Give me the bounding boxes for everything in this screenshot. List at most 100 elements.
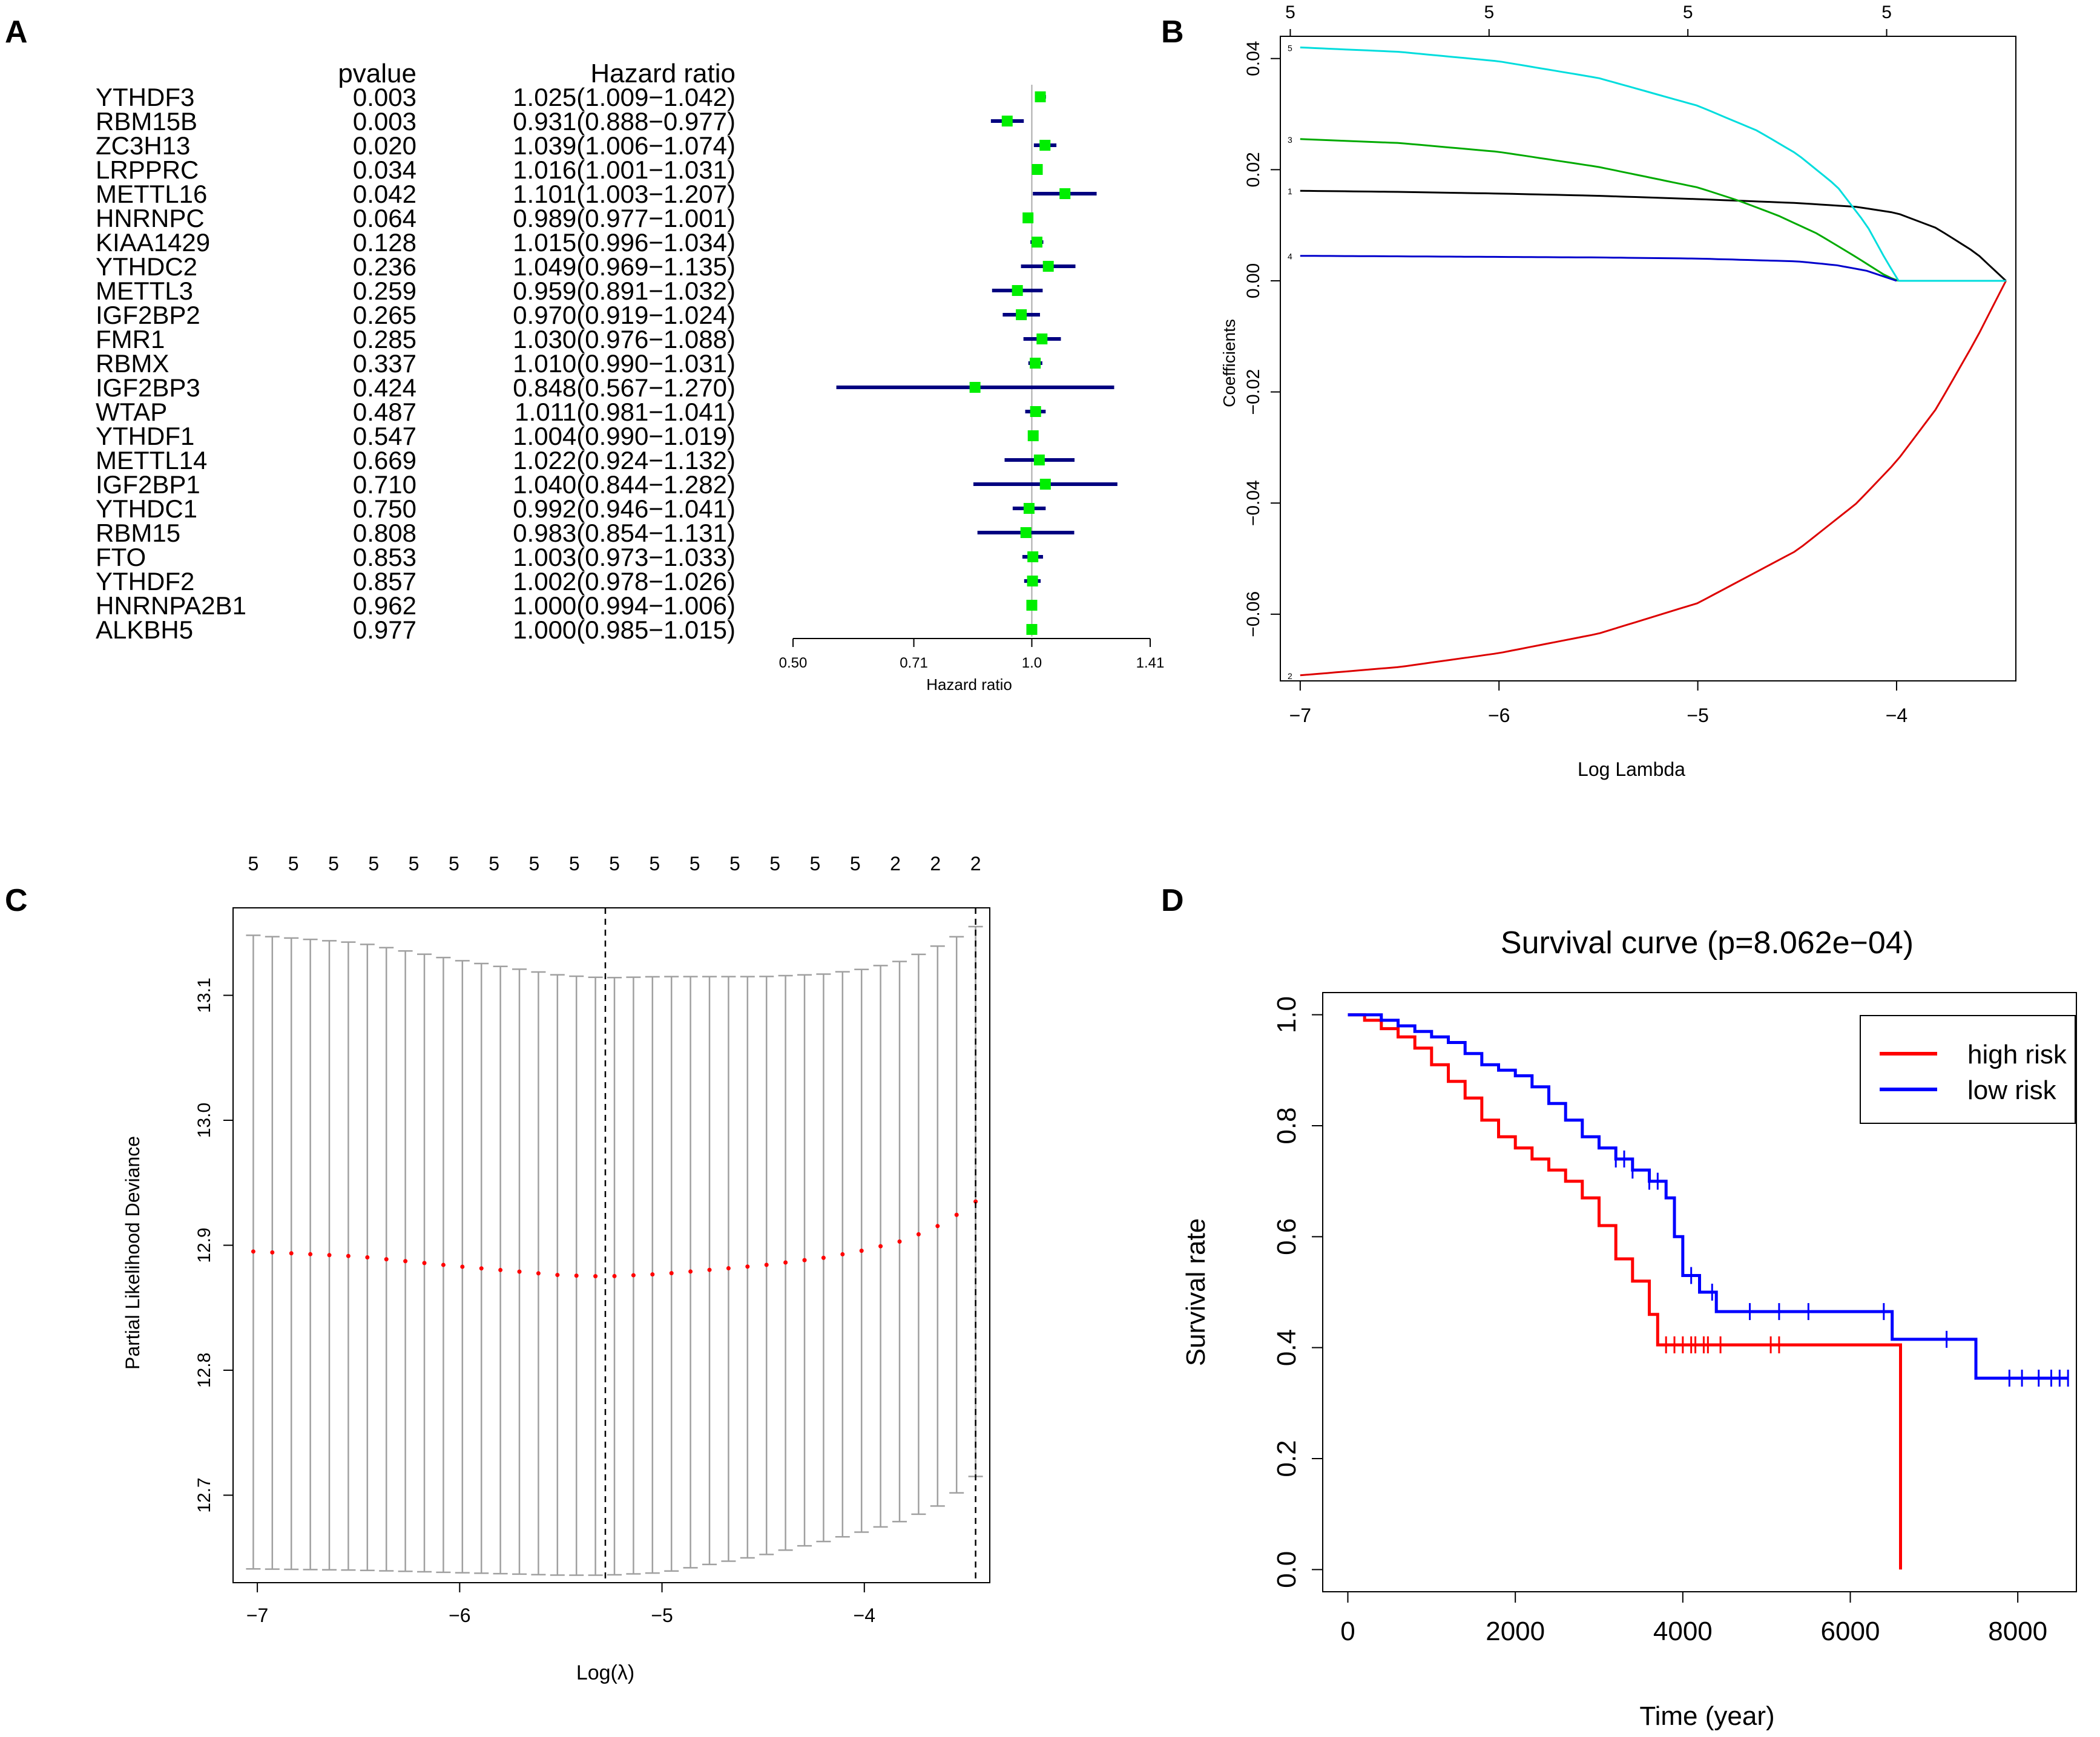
- cv-deviance-chart: Partial Likelihood Deviance Log(λ) −7 −6 −…: [122, 853, 990, 1684]
- cv-mean-point: [479, 1266, 484, 1271]
- forest-hr-text: 1.016(1.001−1.031): [513, 156, 736, 184]
- cv-mean-point: [973, 1199, 978, 1204]
- cv-mean-point: [783, 1260, 788, 1265]
- cv-mean-point: [384, 1257, 389, 1262]
- cv-mean-point: [935, 1224, 940, 1229]
- forest-hr-text: 1.000(0.985−1.015): [513, 616, 736, 644]
- forest-hr-text: 1.011(0.981−1.041): [515, 398, 736, 426]
- forest-gene-label: HNRNPA2B1: [96, 591, 246, 620]
- forest-hr-box: [1033, 455, 1045, 465]
- forest-hr-box: [1027, 551, 1039, 562]
- forest-hr-box: [1031, 237, 1042, 248]
- forest-gene-label: YTHDC2: [96, 252, 197, 281]
- forest-hr-box: [1027, 576, 1038, 586]
- forest-gene-label: WTAP: [96, 398, 167, 426]
- legend-label-high-risk: high risk: [1967, 1040, 2067, 1069]
- coef-path-label: 2: [1288, 671, 1292, 681]
- cv-top-label: 5: [529, 853, 540, 875]
- coef-x-axis-label: Log Lambda: [1578, 758, 1685, 780]
- coef-x-tick-label: −6: [1488, 704, 1510, 726]
- forest-gene-label: HNRNPC: [96, 204, 205, 232]
- forest-hr-text: 1.040(0.844−1.282): [513, 470, 736, 499]
- cv-x-axis-label: Log(λ): [576, 1661, 634, 1684]
- forest-hr-header: Hazard ratio: [590, 59, 736, 88]
- cv-top-label: 5: [328, 853, 339, 875]
- forest-hr-text: 0.989(0.977−1.001): [513, 204, 736, 232]
- coef-path-label: 3: [1288, 135, 1292, 145]
- cv-mean-point: [441, 1263, 446, 1267]
- forest-pvalue: 0.236: [353, 252, 416, 281]
- forest-pvalue: 0.020: [353, 131, 416, 160]
- coefficient-path-chart: Coefficients Log Lambda −7 −6 −5 −4 −0.06 −0.…: [1220, 2, 2016, 780]
- forest-pvalue: 0.285: [353, 325, 416, 353]
- cv-y-tick-label: 12.9: [194, 1227, 214, 1263]
- cv-mean-point: [422, 1261, 427, 1266]
- coef-y-tick-label: 0.02: [1243, 152, 1263, 187]
- forest-gene-label: FMR1: [96, 325, 165, 353]
- forest-hr-box: [1026, 624, 1038, 635]
- forest-gene-label: IGF2BP2: [96, 301, 200, 329]
- cv-top-label: 2: [890, 853, 901, 875]
- forest-pvalue: 0.710: [353, 470, 416, 499]
- forest-hr-text: 0.931(0.888−0.977): [513, 107, 736, 136]
- forest-x-tick-label: 1.41: [1136, 655, 1165, 671]
- forest-gene-label: LRPPRC: [96, 156, 199, 184]
- coef-top-label: 5: [1285, 2, 1295, 22]
- forest-gene-label: YTHDC1: [96, 494, 197, 523]
- forest-pvalue: 0.424: [353, 373, 416, 402]
- forest-hr-box: [969, 382, 981, 393]
- survival-legend: high risk low risk: [1860, 1015, 2076, 1124]
- cv-top-label: 5: [489, 853, 499, 875]
- survival-chart: Survival curve (p=8.062e−04) Survival ra…: [1181, 925, 2077, 1731]
- forest-x-tick-label: 0.71: [900, 655, 928, 671]
- survival-title: Survival curve (p=8.062e−04): [1501, 925, 1914, 960]
- cv-mean-point: [346, 1253, 351, 1258]
- forest-hr-box: [1039, 140, 1051, 151]
- coef-y-tick-label: −0.02: [1243, 369, 1263, 415]
- forest-gene-label: IGF2BP3: [96, 373, 200, 402]
- forest-hr-text: 1.002(0.978−1.026): [513, 567, 736, 596]
- survival-x-tick-label: 6000: [1821, 1617, 1880, 1646]
- cv-y-tick-label: 12.7: [194, 1477, 214, 1512]
- survival-y-tick-label: 0.4: [1272, 1329, 1302, 1366]
- cv-mean-point: [878, 1244, 883, 1249]
- cv-mean-point: [574, 1273, 579, 1278]
- cv-mean-point: [840, 1252, 845, 1256]
- cv-mean-point: [327, 1253, 332, 1258]
- survival-y-tick-label: 0.8: [1272, 1107, 1302, 1144]
- coef-path-label: 1: [1288, 186, 1292, 196]
- forest-hr-text: 1.010(0.990−1.031): [513, 349, 736, 378]
- forest-pvalue: 0.857: [353, 567, 416, 596]
- cv-mean-point: [498, 1267, 503, 1272]
- forest-hr-box: [1020, 527, 1032, 538]
- forest-hr-box: [1027, 430, 1039, 441]
- forest-hr-text: 0.992(0.946−1.041): [513, 494, 736, 523]
- coef-path-5: [1300, 46, 1900, 281]
- coef-y-tick-label: 0.00: [1243, 263, 1263, 298]
- forest-gene-label: ZC3H13: [96, 131, 190, 160]
- forest-x-tick-label: 0.50: [779, 655, 808, 671]
- cv-mean-point: [802, 1258, 807, 1263]
- forest-gene-label: RBM15: [96, 519, 180, 547]
- forest-hr-box: [1059, 188, 1071, 199]
- cv-top-label: 5: [649, 853, 660, 875]
- forest-gene-label: IGF2BP1: [96, 470, 200, 499]
- forest-pvalue-header: pvalue: [338, 59, 416, 88]
- cv-top-label: 5: [569, 853, 580, 875]
- cv-top-label: 5: [769, 853, 780, 875]
- forest-hr-box: [1030, 358, 1041, 369]
- coef-path-2: [1300, 280, 2007, 677]
- survival-y-tick-label: 0.6: [1272, 1218, 1302, 1255]
- coef-y-axis-label: Coefficients: [1220, 319, 1239, 407]
- forest-gene-label: KIAA1429: [96, 228, 210, 257]
- forest-pvalue: 0.064: [353, 204, 416, 232]
- forest-x-tick-label: 1.0: [1022, 655, 1042, 671]
- forest-pvalue: 0.808: [353, 519, 416, 547]
- cv-y-tick-label: 13.1: [194, 977, 214, 1013]
- forest-hr-text: 0.970(0.919−1.024): [513, 301, 736, 329]
- forest-gene-label: FTO: [96, 543, 146, 571]
- cv-plot-box: [232, 907, 990, 1583]
- cv-y-tick-label: 13.0: [194, 1103, 214, 1138]
- cv-mean-point: [916, 1232, 921, 1236]
- forest-hr-box: [1032, 164, 1043, 175]
